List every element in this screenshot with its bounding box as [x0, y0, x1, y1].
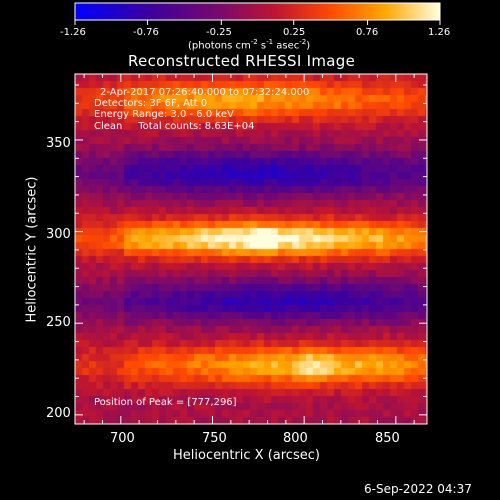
plot-frame [74, 73, 428, 425]
colorbar-unit-exp: -2 [299, 38, 307, 46]
colorbar-unit-prefix: (photons cm [188, 40, 251, 52]
colorbar-unit-suffix: ) [306, 40, 311, 52]
colorbar-unit-exp: -2 [250, 38, 258, 46]
axis-tick-marks [75, 74, 427, 424]
x-tick-label: 700 [110, 431, 135, 446]
time-range-annotation: 2-Apr-2017 07:26:40.000 to 07:32:24.000 [100, 87, 310, 98]
colorbar-tick-label: 1.26 [428, 27, 451, 38]
y-tick-label: 250 [46, 315, 71, 330]
colorbar-unit-label: (photons cm-2 s-1 asec-2) [188, 38, 310, 51]
colorbar-gradient [74, 2, 441, 21]
x-tick-label: 800 [283, 431, 308, 446]
colorbar-tick-label: -0.76 [133, 27, 159, 38]
peak-position-annotation: Position of Peak = [777,296] [94, 397, 237, 408]
x-tick-label: 750 [202, 431, 227, 446]
y-tick-label: 350 [46, 136, 71, 151]
chart-title: Reconstructed RHESSI Image [128, 52, 356, 70]
colorbar-tick-label: -1.26 [60, 27, 86, 38]
detectors-annotation: Detectors: 3F 6F, Att 0 [94, 98, 208, 109]
colorbar-tick-marks [74, 20, 441, 25]
colorbar [74, 2, 441, 25]
energy-range-annotation: Energy Range: 3.0 - 6.0 keV [94, 109, 234, 120]
colorbar-tick-label: 0.25 [283, 27, 306, 38]
y-tick-label: 200 [46, 406, 71, 421]
x-axis-label: Heliocentric X (arcsec) [173, 448, 320, 463]
heatmap-image [75, 74, 427, 424]
colorbar-tick-label: 0.76 [356, 27, 379, 38]
timestamp: 6-Sep-2022 04:37 [364, 482, 472, 496]
colorbar-tick-label: -0.25 [206, 27, 232, 38]
x-tick-label: 850 [375, 431, 400, 446]
colorbar-unit-asec: asec [273, 40, 300, 52]
clean-counts-annotation: Clean Total counts: 8.63E+04 [94, 121, 255, 132]
y-axis-label: Heliocentric Y (arcsec) [24, 176, 40, 323]
colorbar-unit-exp: -1 [266, 38, 274, 46]
y-tick-label: 300 [46, 227, 71, 242]
colorbar-unit-mid: s [257, 40, 267, 52]
